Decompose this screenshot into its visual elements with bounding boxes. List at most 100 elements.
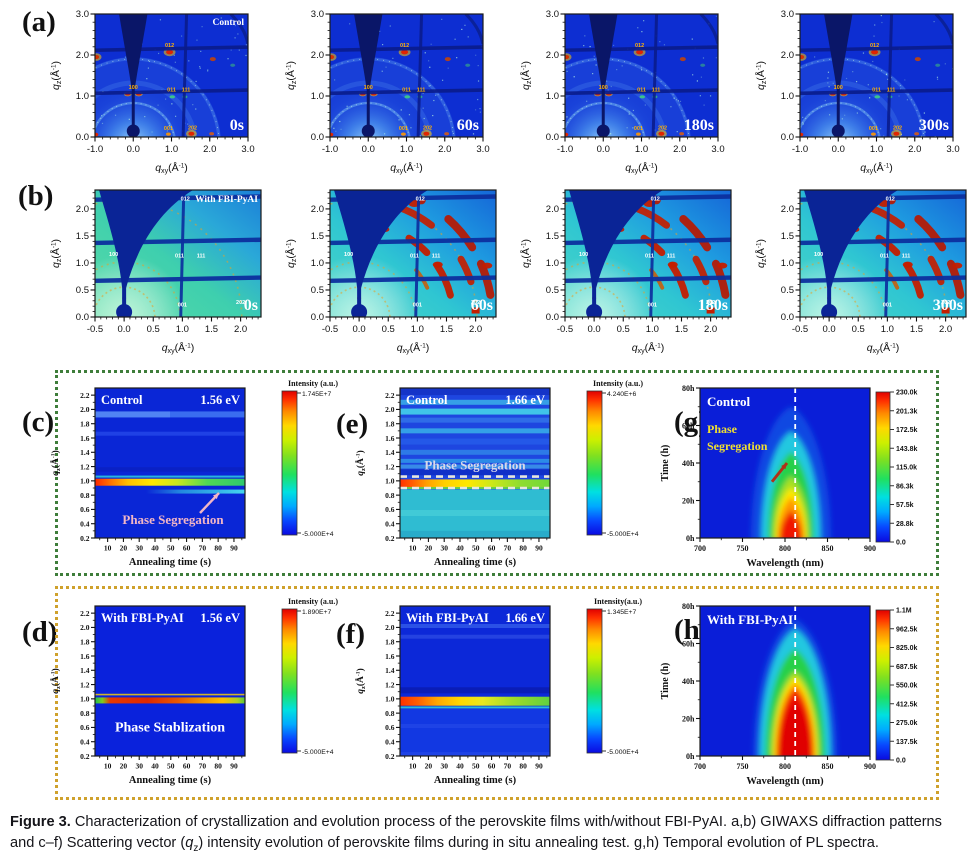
caption-q-symbol: q [185,834,194,851]
rect-shape [422,92,424,94]
energy-label: 1.66 eV [505,393,545,407]
y-tick-label: 2.2 [80,391,90,400]
y-tick-label: 2.0 [546,50,559,61]
rect-shape [147,67,150,69]
x-axis-label: qxy(Å-1) [625,161,658,175]
colorbar-svg: Intensity (a.u.) 1.890E+7 -5.000E+4 [281,597,338,756]
rect-shape [628,113,630,115]
x-axis-label: Wavelength (nm) [746,558,824,569]
x-tick-label: 60 [488,762,496,771]
peak-index-label: 012 [870,43,879,49]
rect-shape [477,80,480,82]
y-tick-label: 0.5 [311,285,324,296]
x-axis-label: qxy(Å-1) [867,341,900,355]
energy-label: 1.66 eV [505,611,545,625]
y-tick-label: 0.6 [80,723,90,732]
plot-frame [94,387,246,539]
tspan-shape: (Å [754,70,767,81]
colorbar-gradient [586,608,603,754]
intensity-band [95,475,245,478]
panel-label-c: (c) [22,406,55,438]
colorbar-tick-label: 550.0k [896,683,918,690]
plot-content: Phase Segregation Control 1.56 eV [95,388,245,538]
y-tick-label: 1.0 [781,91,794,102]
giwaxs-b-svg: 012 100 011 111 001 202 With FBI-PyAI 0s 0.0 0.5 1… [49,189,262,355]
tspan-shape: ) [355,450,366,453]
rect-shape [862,52,865,54]
tspan-shape: z [290,80,298,84]
tspan-shape: ) [520,61,532,65]
x-tick-label: 700 [694,544,706,553]
peak-index-label: 100 [129,85,138,91]
colorbar-h: 1.1M 962.5k 825.0k 687.5k 550.0k 412.5k 275.0k… [872,598,938,775]
intensity-band [400,388,550,396]
x-tick-label: 40 [456,762,464,771]
peak-index-label: 011 [645,253,654,259]
tspan-shape: q [867,342,873,354]
rect-shape [906,99,909,101]
x-tick-label: -0.5 [557,324,573,335]
y-tick-label: 2.0 [76,50,89,61]
rect-shape [612,44,615,47]
rect-shape [461,28,463,31]
rect-shape [95,606,245,756]
y-tick-label: 20h [682,715,695,724]
x-tick-label: 30 [440,762,448,771]
colorbar-gradient [281,390,298,536]
tspan-shape: q [50,262,62,268]
y-tick-label: 2.0 [311,204,324,215]
detector-gap [179,190,186,317]
rect-shape [610,133,612,135]
y-tick-label: 1.6 [80,652,90,661]
y-tick-label: 0.5 [781,285,794,296]
rect-shape [637,27,639,29]
tspan-shape: ) [50,668,61,671]
plot-content: 012 100 011 111 001 202 [565,190,731,317]
rect-shape [936,119,938,121]
beamstop-wedge [354,14,383,128]
giwaxs-panel-a2: 012 100 011 111 001 202 60s 0.0 1.0 2.0 3.0 -1.0 0.0… [280,6,528,185]
giwaxs-panel-b3: 012 100 011 111 001 202 180s 0.0 0.5 1.0 1.5 2.0 -0.… [515,182,763,365]
peak-index-label: 011 [872,88,881,94]
x-tick-label: 50 [167,762,175,771]
plot-frame [329,189,497,318]
giwaxs-panel-a3: 012 100 011 111 001 202 180s 0.0 1.0 2.0 3.0 -1.0 0.… [515,6,763,185]
y-tick-label: 1.0 [80,695,90,704]
y-tick-label: 1.8 [385,420,395,429]
beam-center [361,124,375,137]
tspan-shape: q [356,689,366,694]
tspan-shape: q [390,162,396,174]
intensity-band [400,449,550,455]
rect-shape [333,127,335,129]
y-axis-label: qz(Å-1) [284,61,298,90]
y-tick-label: 2.2 [385,391,395,400]
x-tick-label: 10 [409,762,417,771]
caption-text-1: Characterization of crystallization and … [10,814,942,851]
rect-shape [462,120,464,123]
rect-shape [101,122,104,125]
y-axis-label: Time (h) [660,445,671,482]
tspan-shape: -1 [521,64,528,70]
diffraction-spot [658,131,665,136]
tspan-shape: (Å [638,161,649,174]
circle-shape [565,87,661,137]
diffraction-spot [465,63,471,67]
perovskite-band [95,478,245,486]
rect-shape [832,82,834,84]
rect-shape [920,135,923,137]
detector-gap [330,275,496,284]
rect-shape [880,128,882,130]
colorbar-title: Intensity(a.u.) [594,597,642,606]
beamstop-wedge [804,190,898,309]
tspan-shape: z [55,258,63,262]
peak-index-label: 100 [364,85,373,91]
rect-shape [467,36,469,38]
y-tick-label: 0.8 [80,491,90,500]
path-shape [699,14,718,45]
peak-index-label: 111 [667,253,676,259]
tspan-shape: -1 [655,343,661,350]
plot-frame [564,189,732,318]
